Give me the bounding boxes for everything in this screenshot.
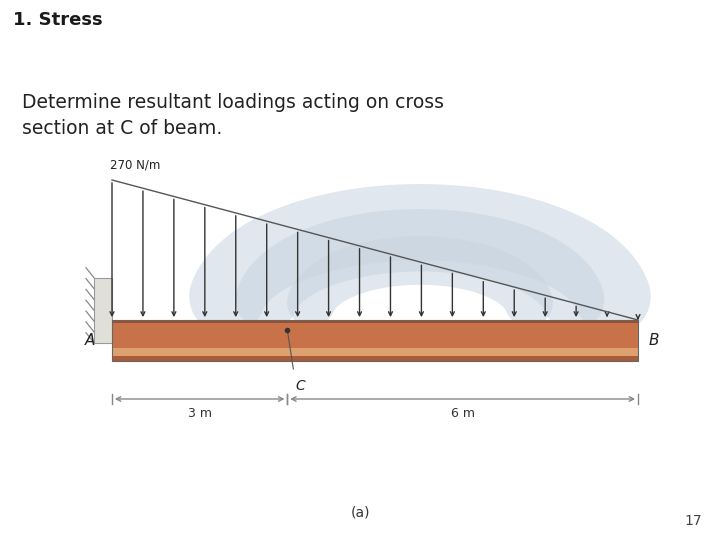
Text: 1. Stress: 1. Stress (13, 11, 102, 29)
Bar (94, 278, 112, 343)
Bar (112, 356, 638, 361)
Text: B: B (649, 333, 660, 348)
Text: 6 m: 6 m (451, 407, 474, 420)
Bar (112, 323, 638, 348)
Text: 17: 17 (685, 514, 702, 528)
Text: 3 m: 3 m (188, 407, 212, 420)
Bar (112, 320, 638, 361)
Text: A: A (85, 333, 95, 348)
Text: C: C (295, 379, 305, 393)
Text: 270 N/m: 270 N/m (110, 159, 161, 172)
Bar (112, 320, 638, 323)
Text: section at C of beam.: section at C of beam. (22, 119, 222, 138)
Text: (a): (a) (350, 505, 370, 519)
Bar (112, 348, 638, 356)
Text: EXAMPLE 1.1: EXAMPLE 1.1 (13, 48, 167, 68)
Text: Determine resultant loadings acting on cross: Determine resultant loadings acting on c… (22, 93, 444, 112)
